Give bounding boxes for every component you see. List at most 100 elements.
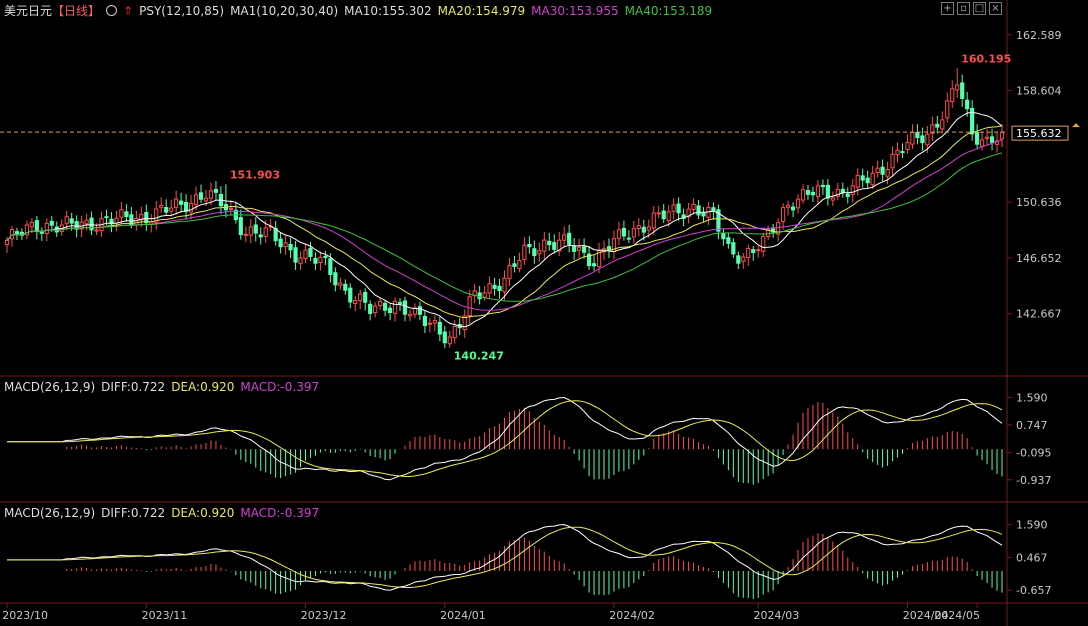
candle-body (208, 190, 214, 199)
x-tick-label: 2023/10 (2, 609, 48, 622)
candle-body (378, 300, 383, 307)
candle-body (184, 202, 189, 212)
candle-body (492, 284, 497, 289)
candle-body (144, 211, 149, 224)
candle-body (243, 233, 248, 236)
candle-body (373, 305, 378, 313)
candle-body (920, 135, 925, 144)
macd-diff: DIFF:0.722 (101, 380, 166, 394)
candle-body (303, 249, 308, 260)
candle-body (691, 203, 696, 210)
candle-body (407, 313, 413, 317)
maximize-icon[interactable]: □ (973, 2, 986, 15)
candle-body (34, 220, 39, 232)
candle-body (582, 246, 587, 253)
candle-body (865, 177, 870, 184)
candle-body (980, 139, 985, 147)
candle-body (970, 107, 975, 135)
candle-body (238, 217, 243, 236)
candle-body (945, 100, 950, 119)
symbol-name: 美元日元 (4, 4, 53, 18)
candle-body (477, 292, 482, 300)
candle-body (84, 219, 89, 225)
candle-body (338, 282, 343, 286)
candle-body (850, 185, 855, 195)
candle-body (975, 132, 980, 145)
macd-panel-2-header: MACD(26,12,9) DIFF:0.722 DEA:0.920 MACD:-0.… (4, 506, 325, 520)
crosshair-icon[interactable]: + (941, 2, 954, 15)
candle-body (661, 210, 666, 220)
candle-body (666, 211, 671, 222)
close-icon[interactable]: × (989, 2, 1002, 15)
candle-body (69, 218, 74, 224)
candle-body (656, 212, 661, 215)
candle-body (203, 197, 209, 202)
candle-body (263, 227, 268, 237)
candle-body (900, 151, 905, 154)
candle-body (124, 211, 129, 218)
candle-body (253, 224, 258, 234)
candle-body (417, 306, 423, 315)
candle-body (830, 197, 835, 201)
macd-diff-line (7, 396, 1003, 481)
candle-body (169, 207, 174, 212)
candle-body (915, 131, 920, 139)
candle-body (984, 136, 990, 139)
restore-icon[interactable]: ▫ (957, 2, 970, 15)
macd-dea-line (7, 400, 1003, 477)
price-tick-label: 146.652 (1016, 252, 1062, 265)
candle-body (716, 209, 721, 232)
candle-body (258, 234, 263, 238)
x-tick-label: 2023/11 (142, 609, 188, 622)
candle-body (751, 249, 756, 254)
candle-body (198, 192, 204, 200)
candle-body (626, 237, 631, 240)
candle-body (427, 322, 432, 325)
candle-body (840, 188, 845, 194)
candle-body (641, 226, 646, 233)
price-panel-header: 美元日元【日线】 ⇑ PSY(12,10,85) MA1(10,20,30,40) MA… (4, 4, 718, 18)
settings-circle-icon[interactable] (106, 5, 118, 16)
candle-body (313, 257, 318, 264)
price-annotation: 140.247 (454, 350, 504, 363)
candle-body (517, 260, 522, 269)
candle-body (731, 242, 736, 255)
candle-body (14, 231, 20, 235)
candle-body (333, 272, 338, 286)
candle-body (164, 207, 169, 213)
candle-body (24, 224, 29, 236)
macd-dea: DEA:0.920 (171, 506, 235, 520)
price-annotation: 151.903 (230, 168, 280, 181)
candle-body (248, 226, 253, 236)
macd-dea: DEA:0.920 (171, 380, 235, 394)
candle-body (9, 229, 15, 240)
period-label[interactable]: 【日线】 (52, 4, 101, 18)
arrow-up-icon: ⇑ (123, 4, 134, 18)
x-tick-label: 2023/12 (301, 609, 347, 622)
candle-body (89, 217, 94, 231)
candle-body (368, 303, 373, 315)
candle-body (776, 222, 781, 235)
macd-tick-label: 0.467 (1016, 551, 1048, 564)
x-tick-label: 2024/04 (903, 609, 949, 622)
macd-tick-label: 1.590 (1016, 391, 1048, 404)
candle-body (810, 191, 816, 196)
candle-body (965, 99, 970, 110)
macd-tick-label: -0.937 (1016, 474, 1051, 487)
macd-tick-label: -0.095 (1016, 446, 1051, 459)
candle-body (800, 189, 806, 201)
candle-body (288, 243, 293, 251)
candle-body (487, 283, 492, 294)
candle-body (860, 175, 865, 181)
candle-body (736, 255, 741, 264)
candle-body (781, 207, 786, 222)
candle-body (159, 205, 164, 208)
candle-body (761, 236, 766, 252)
candle-body (74, 221, 79, 230)
x-tick-label: 2024/03 (754, 609, 800, 622)
candle-body (44, 222, 49, 234)
candle-body (323, 255, 328, 258)
candle-body (139, 214, 144, 221)
candle-body (502, 277, 507, 293)
